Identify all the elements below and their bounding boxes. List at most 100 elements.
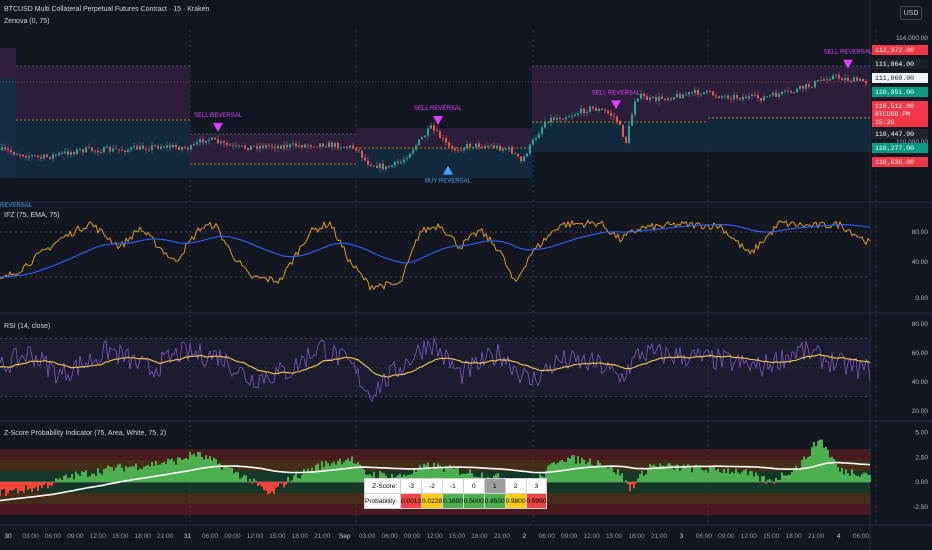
candle-body [73,152,75,155]
candle-body [313,146,315,148]
sell-signal-label: SELL REVERSAL [194,113,243,119]
candle-body [595,108,597,112]
candle-body [301,145,303,148]
candle-body [856,77,858,81]
candle-body [337,143,339,149]
candle-body [478,143,480,148]
ifz-label: IFZ (75, EMA, 75) [4,212,60,219]
time-axis-label: 03:00 [359,533,376,540]
price-tag: 110,447.00 [872,129,928,139]
candle-body [106,147,108,148]
zone-buy [708,118,870,152]
zscore-axis-label: 0.00 [915,479,928,486]
candle-body [667,98,669,101]
candle-body [304,144,306,148]
candle-body [760,98,762,101]
candle-body [202,139,204,143]
candle-body [1,147,3,150]
candle-body [835,74,837,76]
candle-body [691,92,693,93]
candle-body [385,166,387,170]
candle-body [637,98,639,102]
candle-body [142,145,144,149]
time-axis-label: 12:00 [426,533,443,540]
candle-body [661,96,663,99]
time-axis-label: 18:00 [628,533,645,540]
candle-body [865,81,867,84]
candle-body [445,138,447,143]
candle-body [199,139,201,143]
zone-sell [190,134,356,164]
time-axis-label: 15:00 [606,533,623,540]
candle-body [826,79,828,81]
candle-body [175,144,177,147]
zscore-label: Z-Score Probability Indicator (75, Area,… [4,430,167,437]
time-axis-label: 3 [680,533,684,540]
candle-body [397,161,399,164]
candle-body [628,125,630,143]
candle-body [859,78,861,81]
time-axis-label: 12:00 [247,533,264,540]
candle-body [532,139,534,145]
candle-body [196,142,198,145]
candle-body [208,139,210,141]
zscore-cell: -2 [421,478,443,494]
candle-body [700,94,702,95]
time-axis-label: 21:00 [651,533,668,540]
time-axis-label: 09:00 [561,533,578,540]
candle-body [604,109,606,111]
price-tag: 15:26 [872,117,928,127]
candle-body [853,77,855,82]
candle-body [526,153,528,157]
price-tag: 111,864.00 [872,59,928,69]
candle-body [607,110,609,114]
candle-body [508,147,510,150]
time-axis-label: 18:00 [135,533,152,540]
zscore-band-m3 [0,504,870,515]
candle-body [730,98,732,100]
price-axis-label: 110,000.00 [896,139,928,146]
candle-body [487,146,489,147]
candle-body [19,154,21,156]
candle-body [766,96,768,98]
sell-signal-marker [213,122,223,132]
candle-body [358,150,360,152]
time-axis-label: 06:00 [45,533,62,540]
probability-cell: 0.0228 [421,493,443,509]
candle-body [280,145,282,149]
candle-body [184,147,186,148]
candle-body [511,147,513,154]
candle-body [817,80,819,82]
candle-body [250,145,252,151]
candle-body [292,143,294,145]
candle-body [718,96,720,98]
candle-body [118,149,120,151]
candle-body [754,94,756,96]
candle-body [580,108,582,114]
candle-body [748,96,750,99]
candle-body [67,151,69,155]
candle-body [157,145,159,149]
time-axis-label: 18:00 [786,533,803,540]
candle-body [814,81,816,88]
candle-body [517,153,519,157]
zone-sell [16,66,190,120]
candle-body [421,137,423,140]
candle-body [697,90,699,95]
zscore-cell: 2 [504,478,527,494]
zscore-cell: -3 [400,478,423,494]
candle-body [832,75,834,80]
currency-button[interactable]: USD [900,6,922,20]
candle-body [379,163,381,168]
buy-signal-marker [443,165,453,175]
probability-cell: 0.5000 [462,493,485,509]
candle-body [283,145,285,149]
candle-body [76,149,78,155]
candle-body [349,145,351,148]
candle-body [220,141,222,144]
candle-body [64,151,66,153]
candle-body [550,117,552,123]
zscore-axis-label: -2.50 [913,504,928,511]
candle-body [844,77,846,81]
